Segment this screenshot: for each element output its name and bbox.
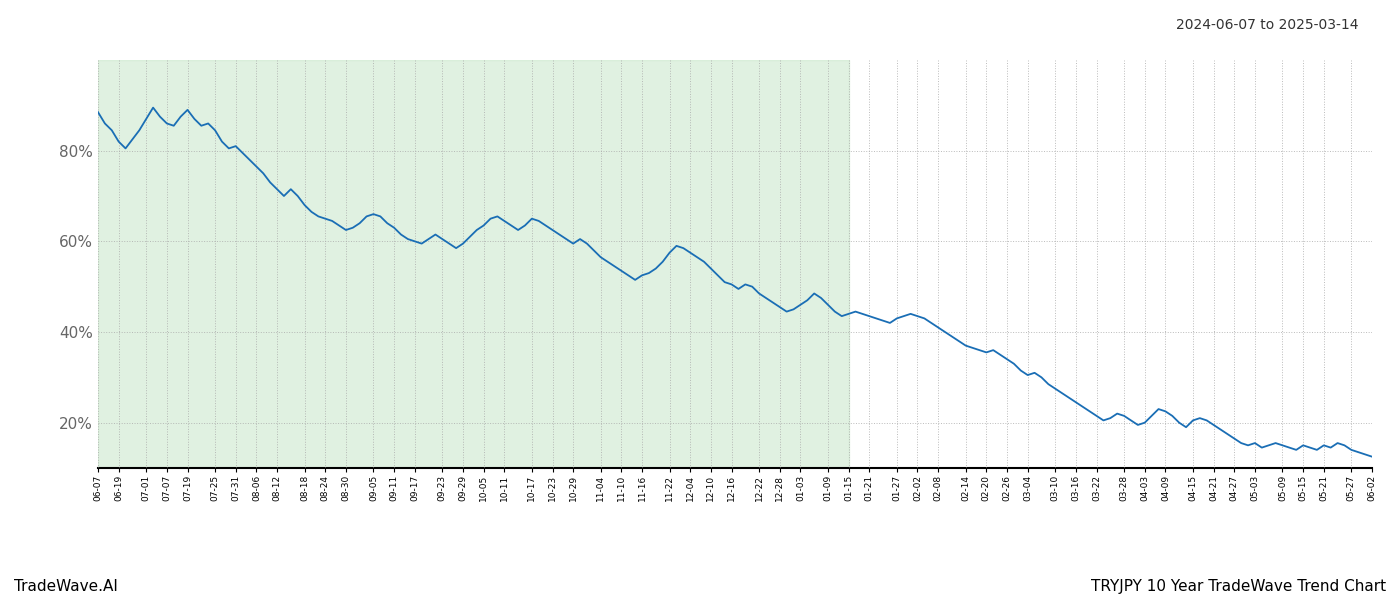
Text: 2024-06-07 to 2025-03-14: 2024-06-07 to 2025-03-14	[1176, 18, 1358, 32]
Text: TradeWave.AI: TradeWave.AI	[14, 579, 118, 594]
Text: TRYJPY 10 Year TradeWave Trend Chart: TRYJPY 10 Year TradeWave Trend Chart	[1091, 579, 1386, 594]
Bar	[98, 60, 848, 468]
